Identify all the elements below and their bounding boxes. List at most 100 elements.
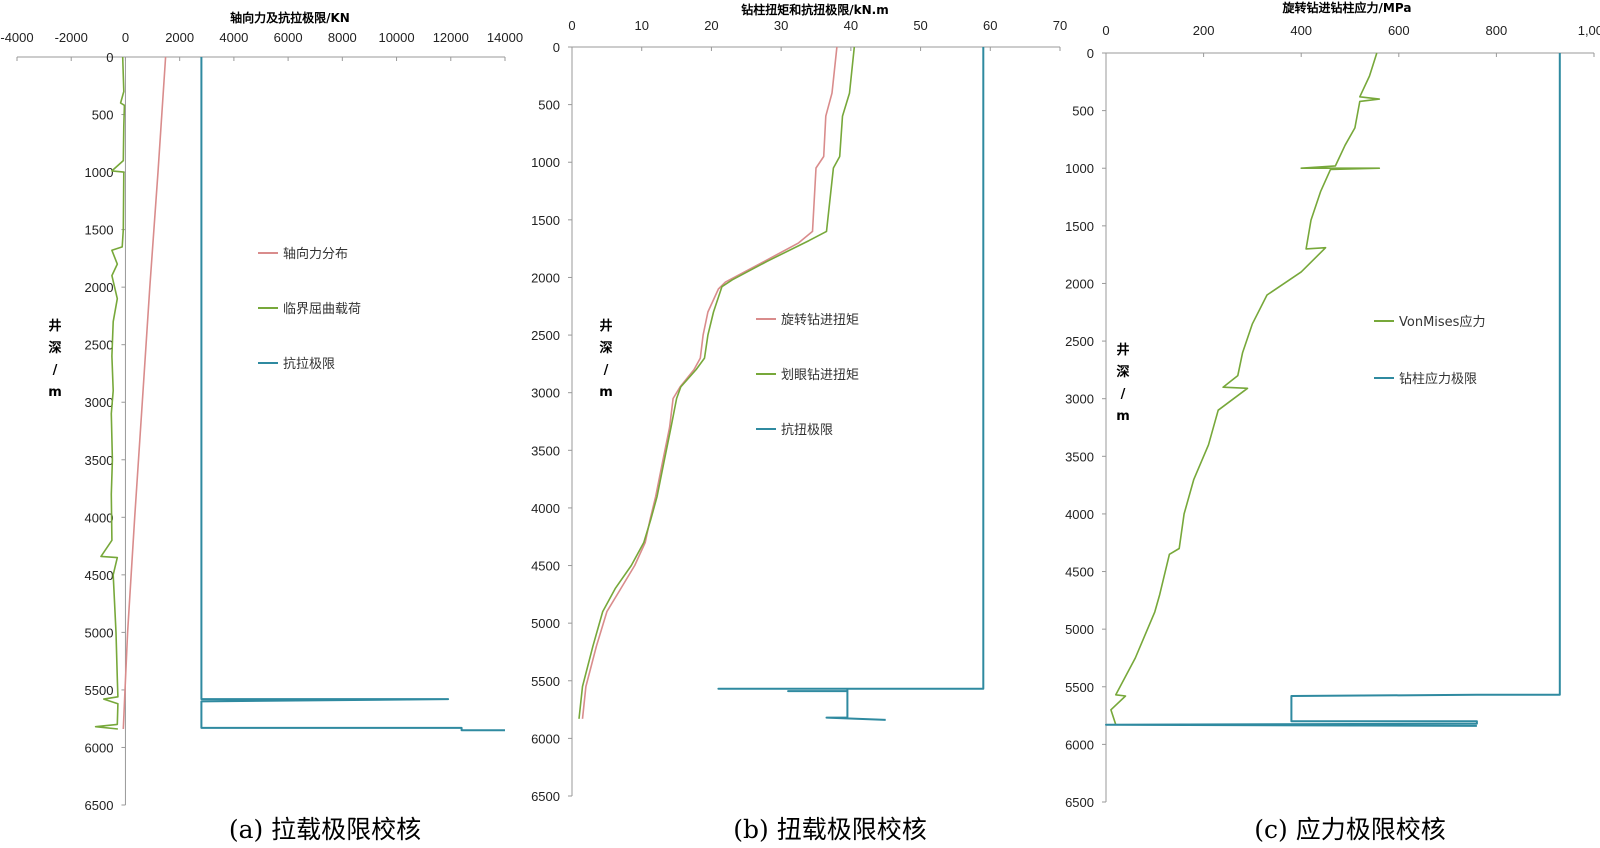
- y-tick-label: 6500: [85, 798, 114, 813]
- y-axis-title-char: /: [1121, 387, 1126, 402]
- y-axis-title-char: 深: [1116, 364, 1129, 380]
- x-tick-label: 60: [983, 18, 997, 33]
- y-tick-label: 1000: [531, 155, 560, 170]
- y-axis-title-char: 深: [48, 340, 61, 356]
- y-tick-label: 2000: [1065, 276, 1094, 291]
- x-tick-label: 200: [1193, 23, 1215, 38]
- series-line-1: [1105, 53, 1561, 727]
- x-tick-label: 30: [774, 18, 788, 33]
- y-tick-label: 500: [538, 98, 560, 113]
- y-tick-label: 3000: [1065, 392, 1094, 407]
- y-tick-label: 0: [553, 40, 560, 55]
- y-tick-label: 1500: [85, 223, 114, 238]
- y-axis-title: 井深 / m: [48, 318, 62, 400]
- x-tick-label: -4000: [0, 30, 33, 45]
- y-axis-title-char: 井: [1116, 342, 1129, 358]
- y-tick-label: 6000: [85, 740, 114, 755]
- x-tick-label: 0: [122, 30, 129, 45]
- y-axis-title-char: m: [48, 385, 62, 400]
- y-tick-label: 2500: [1065, 334, 1094, 349]
- y-tick-label: 6500: [1065, 795, 1094, 810]
- y-tick-label: 4500: [1065, 565, 1094, 580]
- x-tick-label: 20: [704, 18, 718, 33]
- panel-caption: (b) 扭载极限校核: [733, 815, 926, 844]
- x-tick-label: 4000: [219, 30, 248, 45]
- x-tick-label: 10000: [378, 30, 414, 45]
- y-axis-title-char: /: [604, 363, 609, 378]
- x-tick-label: 50: [913, 18, 927, 33]
- y-tick-label: 1000: [1065, 161, 1094, 176]
- legend-label: 抗拉极限: [283, 357, 335, 372]
- y-tick-label: 4000: [1065, 507, 1094, 522]
- x-tick-label: 10: [634, 18, 648, 33]
- x-axis-title: 旋转钻进钻柱应力/MPa: [1282, 0, 1412, 15]
- series-line-2: [200, 57, 505, 732]
- y-tick-label: 4500: [85, 568, 114, 583]
- x-tick-label: 12000: [433, 30, 469, 45]
- y-axis-title: 井深 / m: [599, 318, 613, 400]
- y-tick-label: 4000: [531, 501, 560, 516]
- y-tick-label: 4500: [531, 559, 560, 574]
- y-tick-label: 3500: [531, 443, 560, 458]
- legend-label: 临界屈曲载荷: [283, 302, 361, 317]
- y-tick-label: 5500: [1065, 680, 1094, 695]
- y-tick-label: 1000: [85, 165, 114, 180]
- x-axis-title: 钻柱扭矩和抗扭极限/kN.m: [741, 2, 888, 17]
- y-axis-title-char: /: [53, 363, 58, 378]
- panel-stress: 0 200 400 600 800 1,000 0 500 1000 1500 2000 2500 30…: [1065, 0, 1600, 844]
- y-tick-label: 6000: [1065, 737, 1094, 752]
- y-tick-label: 0: [106, 50, 113, 65]
- x-tick-label: 400: [1290, 23, 1312, 38]
- y-tick-label: 2000: [531, 270, 560, 285]
- y-tick-label: 2500: [85, 338, 114, 353]
- x-tick-label: 14000: [487, 30, 523, 45]
- series-line-1: [578, 46, 856, 719]
- x-tick-label: 8000: [328, 30, 357, 45]
- x-axis-title: 轴向力及抗拉极限/KN: [230, 10, 350, 25]
- x-tick-label: 600: [1388, 23, 1410, 38]
- y-tick-label: 3000: [85, 395, 114, 410]
- legend-label: 轴向力分布: [283, 246, 348, 262]
- y-tick-label: 3500: [85, 453, 114, 468]
- x-tick-label: 0: [1102, 23, 1109, 38]
- y-tick-label: 0: [1087, 46, 1094, 61]
- legend-label: 抗扭极限: [781, 423, 833, 438]
- y-axis-title-char: m: [1116, 409, 1130, 424]
- y-tick-label: 3500: [1065, 449, 1094, 464]
- x-tick-label: 40: [844, 18, 858, 33]
- panel-caption: (c) 应力极限校核: [1254, 815, 1445, 844]
- y-tick-label: 5000: [85, 625, 114, 640]
- y-tick-label: 1500: [1065, 219, 1094, 234]
- y-tick-label: 500: [92, 108, 114, 123]
- x-tick-label: 6000: [274, 30, 303, 45]
- y-tick-label: 6500: [531, 789, 560, 804]
- y-tick-label: 2000: [85, 280, 114, 295]
- series-line-2: [717, 47, 985, 721]
- series-line-0: [122, 56, 167, 730]
- y-tick-label: 5000: [1065, 622, 1094, 637]
- series-line-1: [94, 56, 126, 730]
- y-tick-label: 3000: [531, 386, 560, 401]
- panel-axial-force: -4000 -2000 0 2000 4000 6000 8000 10000 12000 140…: [0, 10, 523, 844]
- y-tick-label: 2500: [531, 328, 560, 343]
- y-tick-label: 1500: [531, 213, 560, 228]
- x-tick-label: 2000: [165, 30, 194, 45]
- y-tick-label: 500: [1072, 104, 1094, 119]
- legend-label: 划眼钻进扭矩: [781, 368, 859, 383]
- y-tick-label: 5500: [85, 683, 114, 698]
- x-tick-label: 800: [1486, 23, 1508, 38]
- x-tick-label: -2000: [55, 30, 88, 45]
- series-line-0: [1110, 52, 1381, 726]
- y-axis-title-char: 深: [599, 340, 612, 356]
- x-tick-label: 70: [1053, 18, 1067, 33]
- x-tick-label: 1,000: [1578, 23, 1600, 38]
- y-axis-title-char: m: [599, 385, 613, 400]
- panel-caption: (a) 拉载极限校核: [229, 815, 421, 844]
- y-tick-label: 4000: [85, 510, 114, 525]
- panel-torque: 0 10 20 30 40 50 60 70 0 500 1000 1500 2000 2500 3000 3…: [531, 2, 1067, 844]
- y-axis-title-char: 井: [599, 318, 612, 334]
- legend-label: 钻柱应力极限: [1399, 371, 1477, 387]
- legend-label: 旋转钻进扭矩: [781, 313, 859, 328]
- y-tick-label: 6000: [531, 731, 560, 746]
